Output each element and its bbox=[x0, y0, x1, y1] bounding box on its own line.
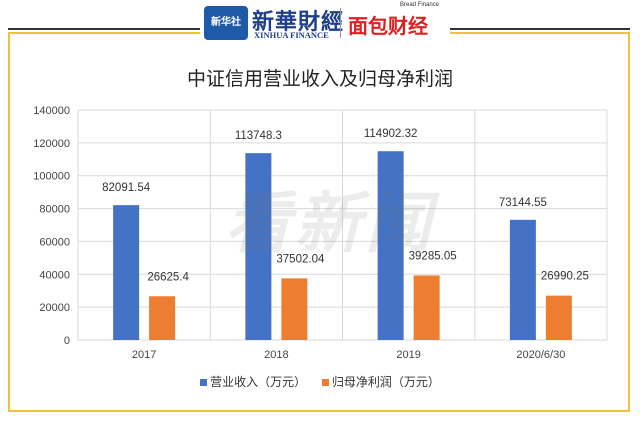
xinhua-logo-mark: 新华社 bbox=[204, 6, 248, 40]
y-tick-label: 140000 bbox=[33, 105, 70, 117]
y-tick-label: 40000 bbox=[39, 269, 70, 281]
legend-label-net-profit: 归母净利润（万元） bbox=[331, 375, 440, 389]
data-label-revenue: 82091.54 bbox=[102, 182, 151, 194]
chart-title: 中证信用营业收入及归母净利润 bbox=[186, 68, 453, 90]
legend-swatch-net-profit bbox=[321, 379, 329, 386]
xinhua-finance-logo: 新華財經 bbox=[252, 9, 345, 35]
data-label-revenue: 73144.55 bbox=[499, 197, 547, 209]
data-label-revenue: 114902.32 bbox=[364, 128, 418, 140]
y-tick-label: 80000 bbox=[39, 204, 70, 216]
data-label-net-profit: 39285.05 bbox=[409, 250, 457, 262]
y-tick-label: 20000 bbox=[39, 302, 70, 314]
x-tick-label: 2017 bbox=[132, 349, 156, 361]
y-tick-label: 100000 bbox=[33, 171, 70, 183]
y-tick-label: 0 bbox=[64, 335, 70, 347]
chart-legend: 营业收入（万元） 归母净利润（万元） bbox=[0, 373, 640, 390]
logo-divider bbox=[340, 8, 341, 38]
bar-net-profit bbox=[413, 275, 440, 340]
header-logos: 新华社 新華財經 XINHUA FINANCE 面包财经 Bread Finan… bbox=[200, 0, 450, 44]
bar-revenue bbox=[113, 205, 140, 340]
data-label-net-profit: 26625.4 bbox=[147, 271, 189, 283]
bar-revenue bbox=[245, 153, 272, 340]
data-label-net-profit: 26990.25 bbox=[541, 271, 589, 283]
x-tick-label: 2018 bbox=[264, 349, 288, 361]
bar-revenue bbox=[377, 151, 404, 340]
bar-net-profit bbox=[545, 295, 572, 340]
x-tick-label: 2020/6/30 bbox=[516, 349, 565, 361]
legend-item-revenue: 营业收入（万元） bbox=[200, 373, 306, 390]
data-label-net-profit: 37502.04 bbox=[276, 253, 325, 265]
bar-net-profit bbox=[281, 278, 308, 340]
legend-swatch-revenue bbox=[200, 379, 208, 386]
bread-finance-subtitle: Bread Finance bbox=[400, 2, 440, 8]
bread-finance-logo: 面包财经 bbox=[348, 14, 428, 38]
y-tick-label: 120000 bbox=[33, 138, 70, 150]
data-label-revenue: 113748.3 bbox=[235, 130, 282, 142]
bar-revenue bbox=[509, 219, 536, 340]
bar-net-profit bbox=[149, 296, 176, 340]
xinhua-finance-subtitle: XINHUA FINANCE bbox=[254, 30, 329, 40]
legend-item-net-profit: 归母净利润（万元） bbox=[321, 373, 440, 390]
y-tick-label: 60000 bbox=[39, 236, 70, 248]
legend-label-revenue: 营业收入（万元） bbox=[210, 375, 307, 389]
x-tick-label: 2019 bbox=[396, 349, 420, 361]
